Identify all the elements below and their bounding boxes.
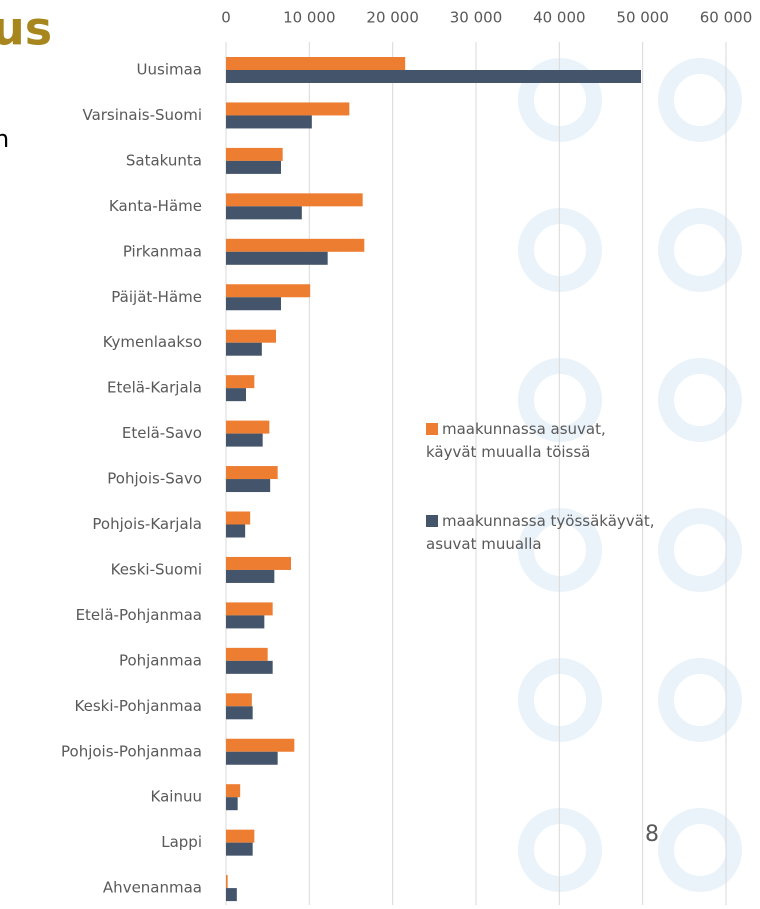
x-tick-label: 30 000 bbox=[450, 9, 503, 27]
x-tick-label: 50 000 bbox=[616, 9, 669, 27]
decoration bbox=[518, 58, 742, 892]
y-tick-label: Satakunta bbox=[126, 151, 202, 169]
y-tick-label: Pohjois-Karjala bbox=[92, 515, 202, 533]
y-tick-label: Etelä-Karjala bbox=[107, 379, 202, 397]
bar bbox=[226, 797, 238, 811]
bar bbox=[226, 479, 271, 493]
bar bbox=[226, 660, 273, 674]
y-tick-label: Keski-Suomi bbox=[111, 560, 202, 578]
y-tick-label: Pohjanmaa bbox=[119, 651, 202, 669]
x-tick-label: 0 bbox=[221, 9, 231, 27]
y-tick-label: Uusimaa bbox=[137, 61, 202, 79]
bar bbox=[226, 251, 328, 265]
bar bbox=[226, 511, 251, 525]
bar bbox=[226, 615, 265, 629]
bar bbox=[226, 524, 246, 538]
bar bbox=[226, 829, 255, 843]
bar bbox=[226, 784, 241, 798]
bar bbox=[226, 751, 278, 765]
bar bbox=[226, 888, 237, 902]
y-tick-label: Kymenlaakso bbox=[103, 333, 202, 351]
bar bbox=[226, 160, 281, 174]
text-fragment: n bbox=[0, 125, 9, 153]
legend-item: maakunnassa asuvat, käyvät muualla töiss… bbox=[426, 418, 656, 464]
bar bbox=[226, 284, 311, 298]
y-tick-label: Ahvenanmaa bbox=[103, 879, 202, 897]
bar bbox=[226, 647, 268, 661]
bar bbox=[226, 466, 278, 480]
bar bbox=[226, 842, 253, 856]
bar bbox=[226, 375, 255, 389]
bar bbox=[226, 70, 641, 83]
title-fragment: us bbox=[0, 2, 52, 56]
bar bbox=[226, 57, 406, 70]
bar bbox=[226, 342, 262, 356]
bar bbox=[226, 238, 365, 252]
bar bbox=[226, 206, 302, 220]
y-tick-label: Pohjois-Pohjanmaa bbox=[61, 742, 202, 760]
bar bbox=[226, 297, 281, 311]
legend-label: maakunnassa asuvat, käyvät muualla töiss… bbox=[426, 420, 606, 461]
bar bbox=[226, 115, 312, 129]
slide-number: 8 bbox=[645, 822, 659, 847]
x-tick-label: 20 000 bbox=[366, 9, 419, 27]
y-tick-label: Lappi bbox=[161, 833, 202, 851]
y-tick-label: Päijät-Häme bbox=[111, 288, 202, 306]
legend-swatch bbox=[426, 515, 438, 527]
legend-item: maakunnassa työssäkäyvät, asuvat muualla bbox=[426, 510, 656, 556]
bar bbox=[226, 420, 270, 434]
y-tick-label: Kainuu bbox=[151, 788, 202, 806]
bar bbox=[226, 706, 253, 720]
legend-swatch bbox=[426, 423, 438, 435]
y-tick-label: Pirkanmaa bbox=[123, 242, 202, 260]
bar bbox=[226, 193, 363, 207]
y-tick-label: Varsinais-Suomi bbox=[82, 106, 202, 124]
bar bbox=[226, 147, 283, 161]
y-tick-label: Keski-Pohjanmaa bbox=[75, 697, 202, 715]
y-tick-label: Pohjois-Savo bbox=[107, 470, 202, 488]
legend-label: maakunnassa työssäkäyvät, asuvat muualla bbox=[426, 512, 655, 553]
y-tick-label: Kanta-Häme bbox=[109, 197, 202, 215]
bar bbox=[226, 875, 228, 889]
y-tick-label: Etelä-Pohjanmaa bbox=[76, 606, 202, 624]
x-tick-label: 40 000 bbox=[533, 9, 586, 27]
bar bbox=[226, 556, 291, 570]
bar bbox=[226, 388, 246, 402]
y-tick-label: Etelä-Savo bbox=[122, 424, 202, 442]
x-tick-label: 60 000 bbox=[700, 9, 753, 27]
bar bbox=[226, 329, 276, 343]
bar bbox=[226, 602, 273, 616]
bar bbox=[226, 102, 350, 116]
bar bbox=[226, 569, 275, 583]
bar bbox=[226, 433, 263, 447]
bar bbox=[226, 693, 252, 707]
x-tick-label: 10 000 bbox=[283, 9, 336, 27]
bar bbox=[226, 738, 295, 752]
